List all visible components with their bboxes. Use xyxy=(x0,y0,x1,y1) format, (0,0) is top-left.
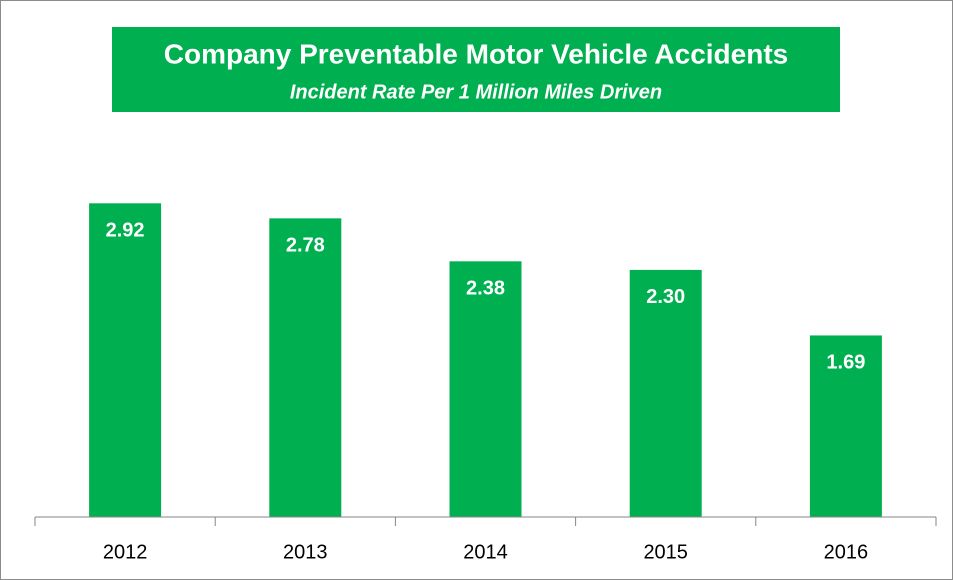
chart-subtitle: Incident Rate Per 1 Million Miles Driven xyxy=(290,81,662,103)
x-tick-label: 2014 xyxy=(463,541,508,563)
data-label: 2.38 xyxy=(466,278,505,300)
x-tick-label: 2015 xyxy=(643,541,688,563)
data-label: 2.92 xyxy=(106,220,145,242)
data-label: 1.69 xyxy=(826,352,865,374)
bar xyxy=(809,335,882,517)
bar xyxy=(449,261,522,517)
x-tick-label: 2016 xyxy=(824,541,869,563)
x-tick-label: 2012 xyxy=(103,541,148,563)
bar xyxy=(89,203,162,517)
data-label: 2.78 xyxy=(286,235,325,257)
x-tick-label: 2013 xyxy=(283,541,328,563)
title-box xyxy=(112,27,840,112)
bar xyxy=(269,218,342,517)
bar xyxy=(629,269,702,517)
data-label: 2.30 xyxy=(646,286,685,308)
chart-title: Company Preventable Motor Vehicle Accide… xyxy=(164,38,788,69)
